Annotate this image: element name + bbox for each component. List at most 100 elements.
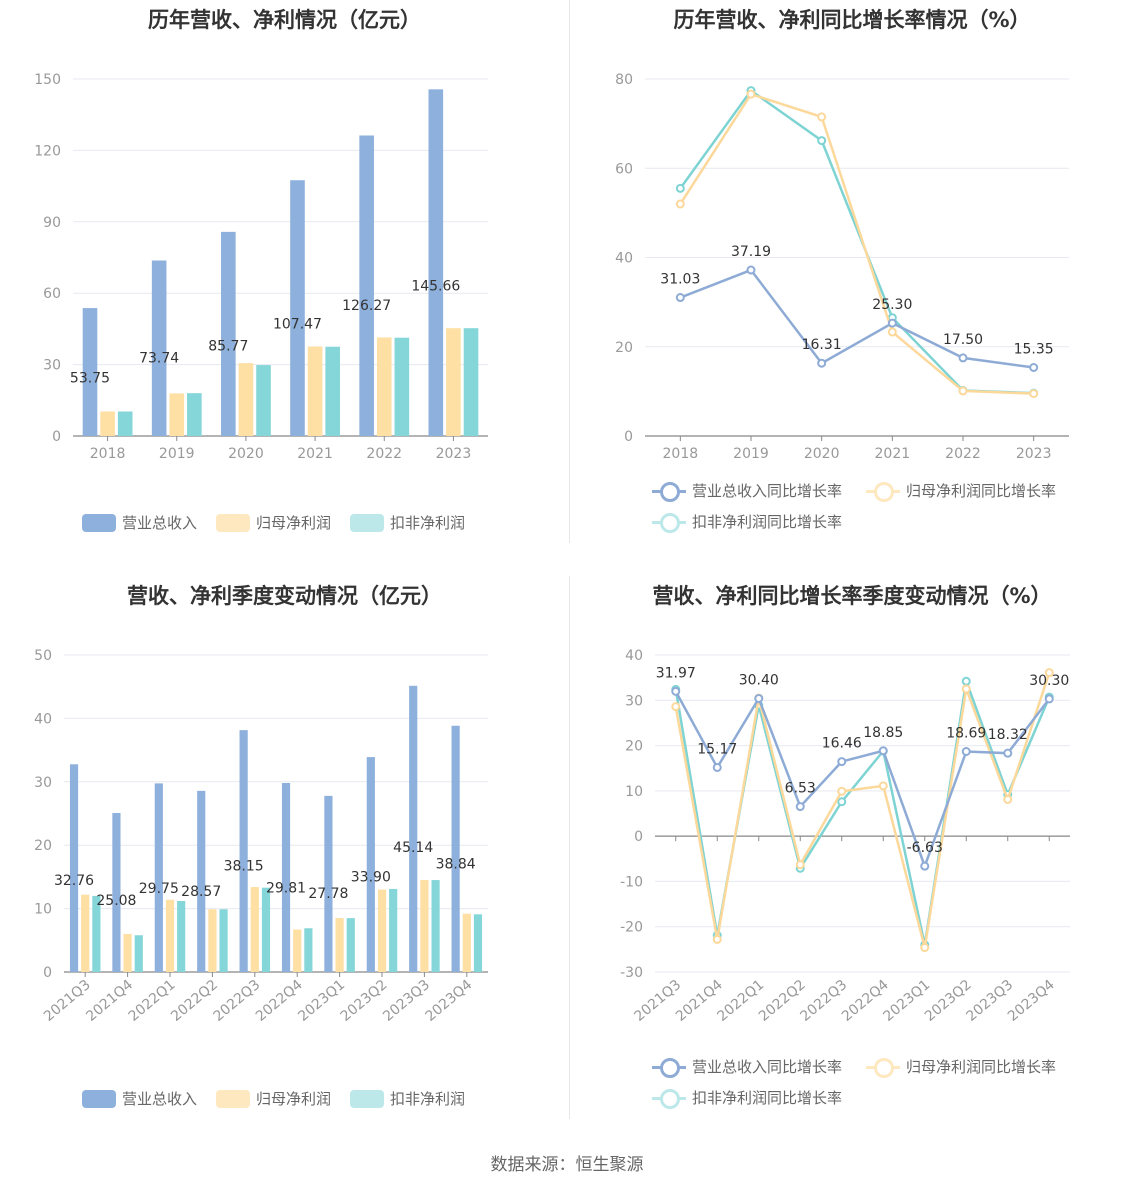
x-tick-label: 2020 [228,446,264,462]
data-label: 16.31 [802,337,842,353]
quarterly-amounts-chart: 010203040502021Q32021Q42022Q12022Q22022Q… [34,648,488,1025]
bar-revenue [281,783,291,972]
data-label: 25.30 [872,297,912,313]
data-point [878,781,888,791]
y-tick-label: 60 [615,161,633,177]
bar-net-profit [238,363,254,436]
bar-revenue [154,783,163,972]
y-tick-label: 40 [34,711,52,727]
bar-revenue [82,308,98,436]
legend-swatch [652,1088,686,1109]
x-tick-label: 2022Q2 [168,977,221,1025]
x-tick-label: 2022Q3 [211,977,264,1025]
data-point [795,860,805,870]
data-label: 15.35 [1014,342,1054,358]
data-label: 30.40 [739,672,779,688]
legend-item-net-profit[interactable]: 归母净利润 [216,512,331,533]
bar-deducted-profit [117,411,133,436]
legend-item-revenue-growth[interactable]: 营业总收入同比增长率 [652,1056,842,1078]
data-point [958,386,968,396]
legend-item-revenue[interactable]: 营业总收入 [82,1088,197,1109]
bar-net-profit [377,889,387,972]
legend-label: 营业总收入 [122,1090,198,1108]
annual-amounts-chart: 0 30 60 90 120 150 2018 2019 2020 2021 2022 2023 53.… [34,72,488,462]
bar-deducted-profit [177,900,186,972]
bar-deducted-profit [431,880,440,972]
legend-label: 扣非净利润同比增长率 [692,513,843,531]
legend-label: 扣非净利润同比增长率 [692,1089,843,1107]
legend-item-revenue-growth[interactable]: 营业总收入同比增长率 [652,480,843,502]
y-tick-label: 0 [43,965,52,981]
data-label: 27.78 [308,886,348,902]
bar-net-profit [81,894,90,972]
x-tick-label: 2023 [436,446,472,462]
data-source: 数据来源：恒生聚源 [490,1155,644,1175]
x-tick-label: 2021 [297,446,333,462]
x-tick-label: 2022 [366,446,402,462]
y-tick-label: 30 [34,775,52,791]
bar-deducted-profit [134,935,143,972]
legend-item-net-profit-growth[interactable]: 归母净利润同比增长率 [866,1056,1056,1078]
bar-revenue [239,730,248,972]
bar-revenue [366,757,375,972]
data-point [1003,794,1013,804]
quarterly-growth-chart: -30-20-100102030402021Q32021Q42022Q12022… [620,648,1070,1025]
data-point [1003,748,1013,758]
bar-net-profit [293,929,302,972]
data-point [920,861,930,871]
x-tick-label: 2023Q3 [380,977,433,1025]
y-tick-label: 40 [615,251,633,267]
legend-swatch [866,481,900,502]
legend-swatch-deducted-profit [350,1089,384,1108]
y-tick-label: 30 [43,358,61,374]
data-point [878,746,888,756]
data-point [817,136,827,146]
legend-label: 营业总收入同比增长率 [692,482,843,500]
bar-revenue [290,180,305,436]
data-point [837,797,847,807]
legend-item-deducted-profit[interactable]: 扣非净利润 [350,512,465,533]
chart-title: 历年营收、净利同比增长率情况（%） [673,8,1031,32]
legend-item-net-profit-growth[interactable]: 归母净利润同比增长率 [866,480,1056,502]
legend-item-net-profit[interactable]: 归母净利润 [216,1088,331,1109]
y-tick-label: 0 [624,429,633,445]
data-label: 18.69 [946,726,986,742]
bar-net-profit [169,393,185,436]
legend-item-deducted-growth[interactable]: 扣非净利润同比增长率 [652,511,843,533]
y-tick-label: -20 [620,920,643,936]
data-label: 145.66 [411,278,460,294]
x-tick-label: 2018 [663,446,699,462]
data-label: 31.97 [656,665,696,681]
data-label: 85.77 [208,338,248,354]
legend-item-revenue[interactable]: 营业总收入 [82,512,197,533]
annual-amounts-panel: 历年营收、净利情况（亿元） 0 30 60 90 120 150 2018 2019 2020 2… [0,0,569,545]
x-tick-label: 2023Q4 [1005,977,1058,1025]
bar-net-profit [376,337,392,436]
y-tick-label: 120 [34,143,61,159]
bar-deducted-profit [256,365,271,436]
bar-deducted-profit [261,887,271,972]
y-tick-label: 60 [43,286,61,302]
x-tick-label: 2020 [804,446,840,462]
data-label: 53.75 [70,370,110,386]
data-label: 126.27 [342,298,391,314]
bar-revenue [151,260,167,436]
legend-swatch-net-profit [216,513,250,532]
data-label: 29.75 [139,881,179,897]
data-point [887,327,897,337]
y-tick-label: 20 [34,838,52,854]
data-label: 18.85 [863,725,903,741]
data-point [1044,694,1054,704]
legend-item-deducted-profit[interactable]: 扣非净利润 [350,1088,465,1109]
bar-deducted-profit [389,888,398,972]
x-tick-label: 2019 [159,446,195,462]
data-label: 6.53 [785,781,816,797]
data-point [920,943,930,953]
legend-item-deducted-growth[interactable]: 扣非净利润同比增长率 [652,1087,843,1109]
y-tick-label: 80 [615,72,633,88]
x-tick-label: 2023 [1016,446,1052,462]
bar-deducted-profit [92,895,101,972]
bar-revenue [359,135,374,436]
x-tick-label: 2023Q2 [338,977,391,1025]
divider-bottom [569,576,570,1119]
